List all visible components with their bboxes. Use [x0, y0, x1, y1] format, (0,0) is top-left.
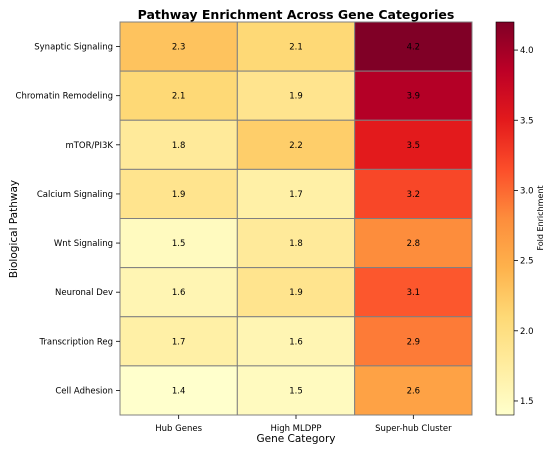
cell-value-label: 4.2 [407, 43, 421, 53]
heatmap-cell [354, 21, 473, 72]
cell-value-label: 1.5 [172, 239, 186, 249]
cell-value-label: 1.8 [172, 141, 186, 151]
colorbar-label: Fold Enrichment [536, 185, 545, 250]
cell-value-label: 2.8 [407, 239, 421, 249]
x-tick-label: High MLDPP [270, 424, 321, 434]
cell-value-label: 2.1 [289, 43, 303, 53]
heatmap-cell [119, 316, 238, 367]
cell-value-label: 2.2 [289, 141, 303, 151]
colorbar-ticks: 1.5 2.0 2.5 3.0 3.5 4.0 [514, 46, 534, 407]
colorbar-tick-label: 1.5 [520, 397, 534, 407]
y-tick-label: Cell Adhesion [55, 386, 113, 396]
y-axis-label: Biological Pathway [8, 180, 20, 278]
heatmap-cell [236, 218, 356, 269]
cell-value-label: 2.9 [407, 337, 421, 347]
heatmap-cell [354, 70, 473, 121]
heatmap-cell [119, 168, 238, 219]
colorbar: 1.5 2.0 2.5 3.0 3.5 4.0 Fold Enrichment [495, 21, 545, 416]
cell-value-label: 1.9 [289, 92, 303, 102]
heatmap-cell [119, 70, 238, 121]
cell-value-label: 1.9 [172, 190, 186, 200]
cell-value-label: 3.1 [407, 288, 421, 298]
cell-value-label: 1.4 [172, 386, 186, 396]
heatmap-cell [354, 316, 473, 367]
y-tick-label: Chromatin Remodeling [16, 92, 113, 102]
colorbar-tick-label: 2.5 [520, 257, 534, 267]
cell-value-label: 3.5 [407, 141, 421, 151]
x-axis-ticks: Hub Genes High MLDPP Super-hub Cluster [155, 415, 452, 434]
heatmap-cells: 2.3 2.1 4.2 2.1 1.9 3.9 1.8 2.2 3.5 1.9 1.7 3.2 1.5 1… [119, 21, 473, 416]
heatmap-cell [236, 267, 356, 318]
y-tick-label: Wnt Signaling [54, 239, 113, 249]
cell-value-label: 1.7 [289, 190, 303, 200]
colorbar-tick-label: 3.0 [520, 186, 534, 196]
x-tick-label: Hub Genes [155, 424, 202, 434]
heatmap-cell [119, 21, 238, 72]
chart-title: Pathway Enrichment Across Gene Categorie… [138, 7, 455, 22]
cell-value-label: 1.6 [289, 337, 303, 347]
y-tick-label: Neuronal Dev [55, 288, 113, 298]
cell-value-label: 2.3 [172, 43, 186, 53]
cell-value-label: 3.2 [407, 190, 421, 200]
heatmap-cell [236, 21, 356, 72]
y-axis-ticks: Synaptic Signaling Chromatin Remodeling mT… [16, 43, 120, 396]
heatmap-cell [354, 218, 473, 269]
cell-value-label: 1.6 [172, 288, 186, 298]
cell-value-label: 1.8 [289, 239, 303, 249]
colorbar-tick-label: 3.5 [520, 116, 534, 126]
colorbar-gradient [495, 21, 515, 416]
y-tick-label: mTOR/PI3K [65, 141, 113, 151]
y-tick-label: Calcium Signaling [37, 190, 113, 200]
cell-value-label: 1.5 [289, 386, 303, 396]
x-tick-label: Super-hub Cluster [375, 424, 452, 434]
cell-value-label: 1.9 [289, 288, 303, 298]
y-tick-label: Synaptic Signaling [34, 43, 113, 53]
y-tick-label: Transcription Reg [38, 337, 113, 347]
colorbar-tick-label: 4.0 [520, 46, 534, 56]
cell-value-label: 3.9 [407, 92, 421, 102]
heatmap-cell [236, 316, 356, 367]
heatmap-cell [236, 119, 356, 170]
colorbar-tick-label: 2.0 [520, 327, 534, 337]
heatmap-cell [354, 168, 473, 219]
heatmap-cell [236, 365, 356, 416]
heatmap-cell [119, 365, 238, 416]
x-axis-label: Gene Category [256, 433, 335, 445]
cell-value-label: 2.6 [407, 386, 421, 396]
cell-value-label: 1.7 [172, 337, 186, 347]
cell-value-label: 2.1 [172, 92, 186, 102]
heatmap-cell [354, 365, 473, 416]
heatmap-cell [354, 267, 473, 318]
